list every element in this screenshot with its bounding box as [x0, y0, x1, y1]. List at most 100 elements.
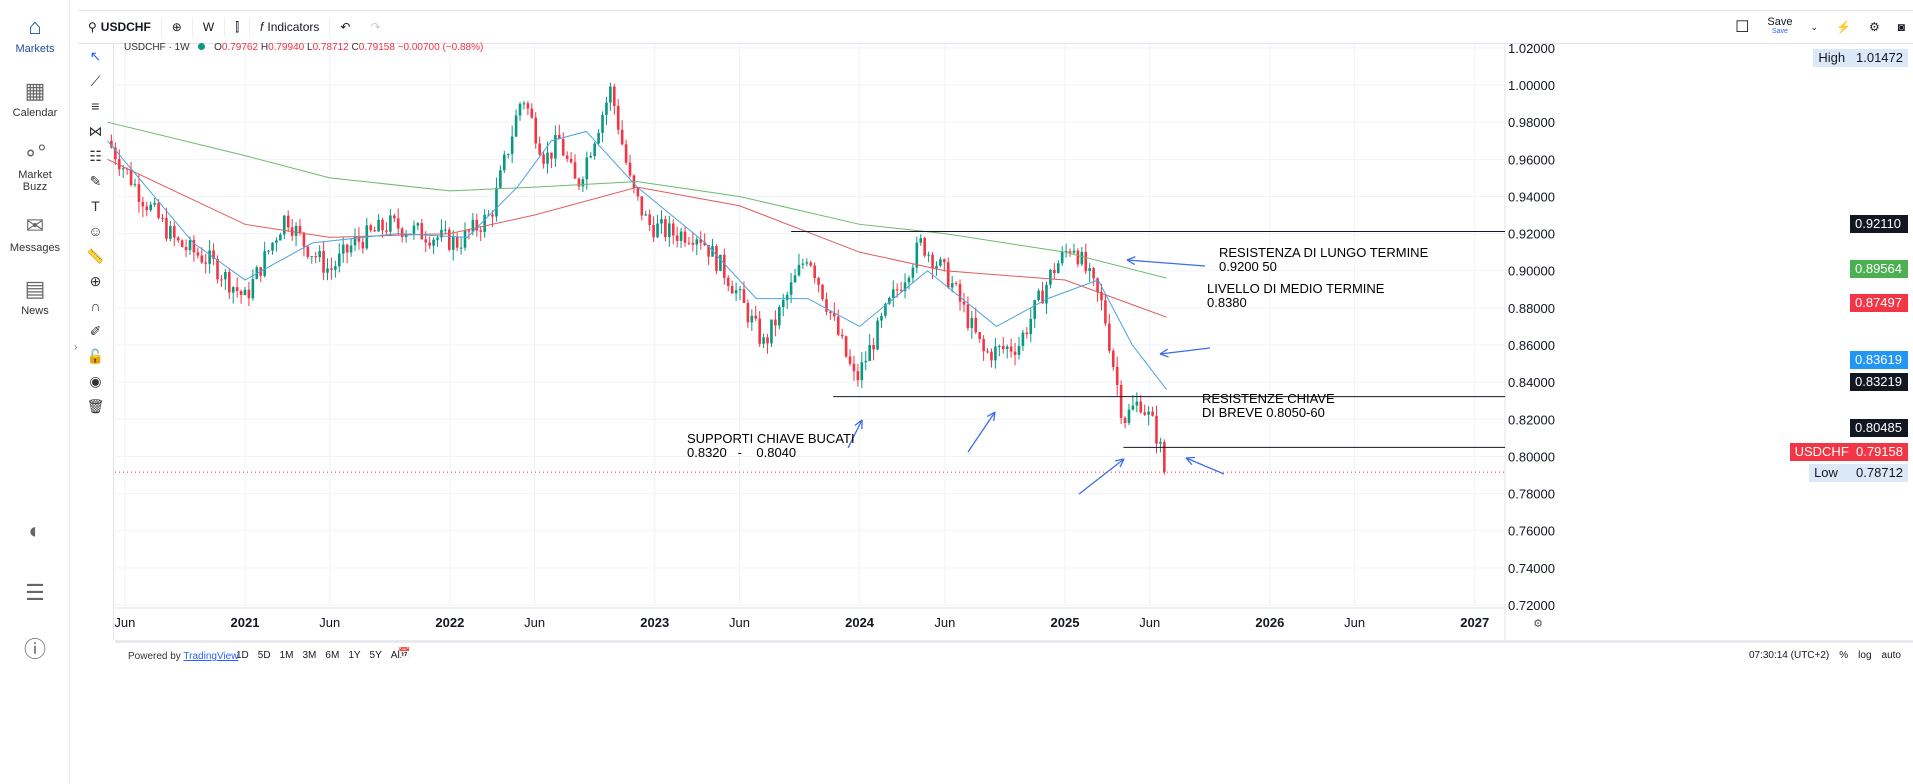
chevron-down-icon[interactable]: ⌄	[1810, 21, 1819, 32]
horizontal-lines-icon[interactable]: ≡	[91, 98, 100, 114]
candle-body	[888, 297, 891, 304]
candle-body	[377, 219, 380, 232]
x-tick-label: Jun	[729, 615, 750, 630]
candle-body	[656, 223, 659, 238]
range-1m[interactable]: 1M	[279, 650, 294, 661]
log-toggle[interactable]: log	[1858, 650, 1872, 661]
tradingview-link[interactable]: TradingView	[183, 651, 239, 662]
axis-settings-icon[interactable]: ⚙	[1533, 618, 1543, 630]
candle-body	[923, 238, 926, 256]
brush-icon[interactable]: ✎	[89, 173, 102, 189]
candle-body	[133, 184, 137, 186]
candle-body	[970, 317, 974, 328]
candle-body	[114, 147, 117, 160]
annotation-arrow	[1078, 458, 1125, 495]
candle-body	[1092, 268, 1095, 279]
candle-body	[664, 219, 667, 238]
candle-body	[514, 115, 518, 137]
candle-body	[691, 242, 695, 245]
range-3m[interactable]: 3M	[302, 650, 317, 661]
sidebar-item-calendar[interactable]: ▦ Calendar	[0, 78, 70, 119]
auto-toggle[interactable]: auto	[1881, 650, 1901, 661]
candle-body	[876, 320, 879, 350]
theme-toggle-icon[interactable]: ◐	[28, 518, 42, 543]
date-range-icon[interactable]: 📅	[398, 648, 411, 659]
ma-fast-price-label: 0.83619	[1850, 351, 1908, 369]
annotation-arrow	[1185, 457, 1225, 475]
candle-body	[931, 254, 934, 269]
chart-type-button[interactable]: ⫿	[225, 17, 251, 37]
candle-body	[518, 103, 522, 116]
save-button[interactable]: Save Save	[1767, 16, 1793, 36]
candle-body	[1159, 442, 1162, 444]
candle-body	[184, 247, 188, 251]
layout-square-icon[interactable]: ☐	[1735, 19, 1750, 36]
candle-body	[483, 214, 486, 232]
candle-body	[601, 114, 604, 133]
support-price-label: 0.83219	[1850, 373, 1908, 391]
candle-body	[715, 246, 718, 271]
magnet-icon[interactable]: ∩	[90, 298, 101, 314]
interval-button[interactable]: W	[193, 17, 226, 37]
candle-body	[636, 188, 640, 197]
plus-circle-icon: ⊕	[171, 20, 182, 34]
trash-icon[interactable]: 🗑	[86, 398, 105, 414]
quick-search-icon[interactable]: ⚡	[1836, 20, 1851, 34]
sidebar-item-news[interactable]: ▤ News	[0, 276, 70, 317]
arrow-head	[854, 419, 863, 427]
fib-icon[interactable]: ☷	[89, 148, 102, 164]
candle-body	[1084, 251, 1088, 272]
range-1y[interactable]: 1Y	[348, 650, 361, 661]
x-tick-label: 2022	[435, 615, 464, 630]
lock-drawing-icon[interactable]: ✐	[89, 323, 102, 339]
candle-body	[872, 344, 875, 350]
candle-body	[660, 219, 663, 224]
cursor-icon[interactable]: ↖	[89, 48, 102, 64]
range-all[interactable]: All	[390, 650, 402, 661]
candle-body	[1104, 300, 1107, 324]
trend-line-icon[interactable]: ⟋	[90, 73, 101, 89]
candle-body	[530, 108, 534, 118]
emoji-icon[interactable]: ☺	[88, 223, 103, 239]
range-5d[interactable]: 5D	[257, 650, 271, 661]
candle-body	[243, 289, 247, 296]
candle-body	[687, 242, 691, 244]
percent-toggle[interactable]: %	[1839, 650, 1849, 661]
text-icon[interactable]: T	[91, 198, 100, 214]
sidebar-item-messages[interactable]: ✉ Messages	[0, 213, 70, 254]
camera-icon[interactable]: ◙	[1897, 20, 1905, 34]
sidebar-item-market-buzz[interactable]: ∘° Market Buzz	[0, 140, 70, 193]
undo-button[interactable]: ↶	[330, 17, 360, 37]
x-tick-label: Jun	[319, 615, 340, 630]
annotation-medium-term-level: LIVELLO DI MEDIO TERMINE 0.8380	[1207, 281, 1385, 310]
zoom-in-icon[interactable]: ⊕	[89, 273, 102, 289]
sidebar-item-markets[interactable]: ⌂ Markets	[0, 14, 70, 55]
help-icon[interactable]: ⓘ	[23, 637, 46, 662]
compare-button[interactable]: ⊕	[162, 17, 193, 37]
candle-body	[719, 254, 722, 271]
y-tick-label: 0.78000	[1508, 487, 1555, 502]
range-1d[interactable]: 1D	[236, 650, 249, 661]
ruler-icon[interactable]: 📏	[86, 248, 105, 264]
candle-body	[1017, 345, 1021, 355]
expand-chevron-icon[interactable]: ›	[74, 342, 78, 353]
candle-body	[1080, 251, 1084, 265]
price-chart[interactable]: 1.02000 1.00000 0.98000 0.96000 0.94000 0.920…	[0, 0, 1913, 640]
gear-icon[interactable]: ⚙	[1868, 20, 1880, 34]
candle-body	[1115, 366, 1119, 385]
symbol-search[interactable]: ⚲ USDCHF	[78, 17, 162, 37]
candle-body	[196, 252, 200, 256]
arrow-head	[1126, 259, 1136, 266]
eye-icon[interactable]: ◉	[89, 373, 102, 389]
candle-body	[157, 202, 160, 218]
candle-body	[785, 294, 789, 301]
pattern-icon[interactable]: ⋈	[88, 123, 103, 139]
candle-body	[334, 266, 337, 270]
arrow-head	[1115, 458, 1125, 462]
range-5y[interactable]: 5Y	[369, 650, 382, 661]
range-6m[interactable]: 6M	[325, 650, 340, 661]
lock-icon[interactable]: 🔓	[86, 348, 105, 364]
sliders-icon[interactable]: ☰	[25, 580, 45, 605]
indicators-button[interactable]: f Indicators	[250, 17, 331, 37]
redo-button[interactable]: ↷	[360, 17, 390, 37]
